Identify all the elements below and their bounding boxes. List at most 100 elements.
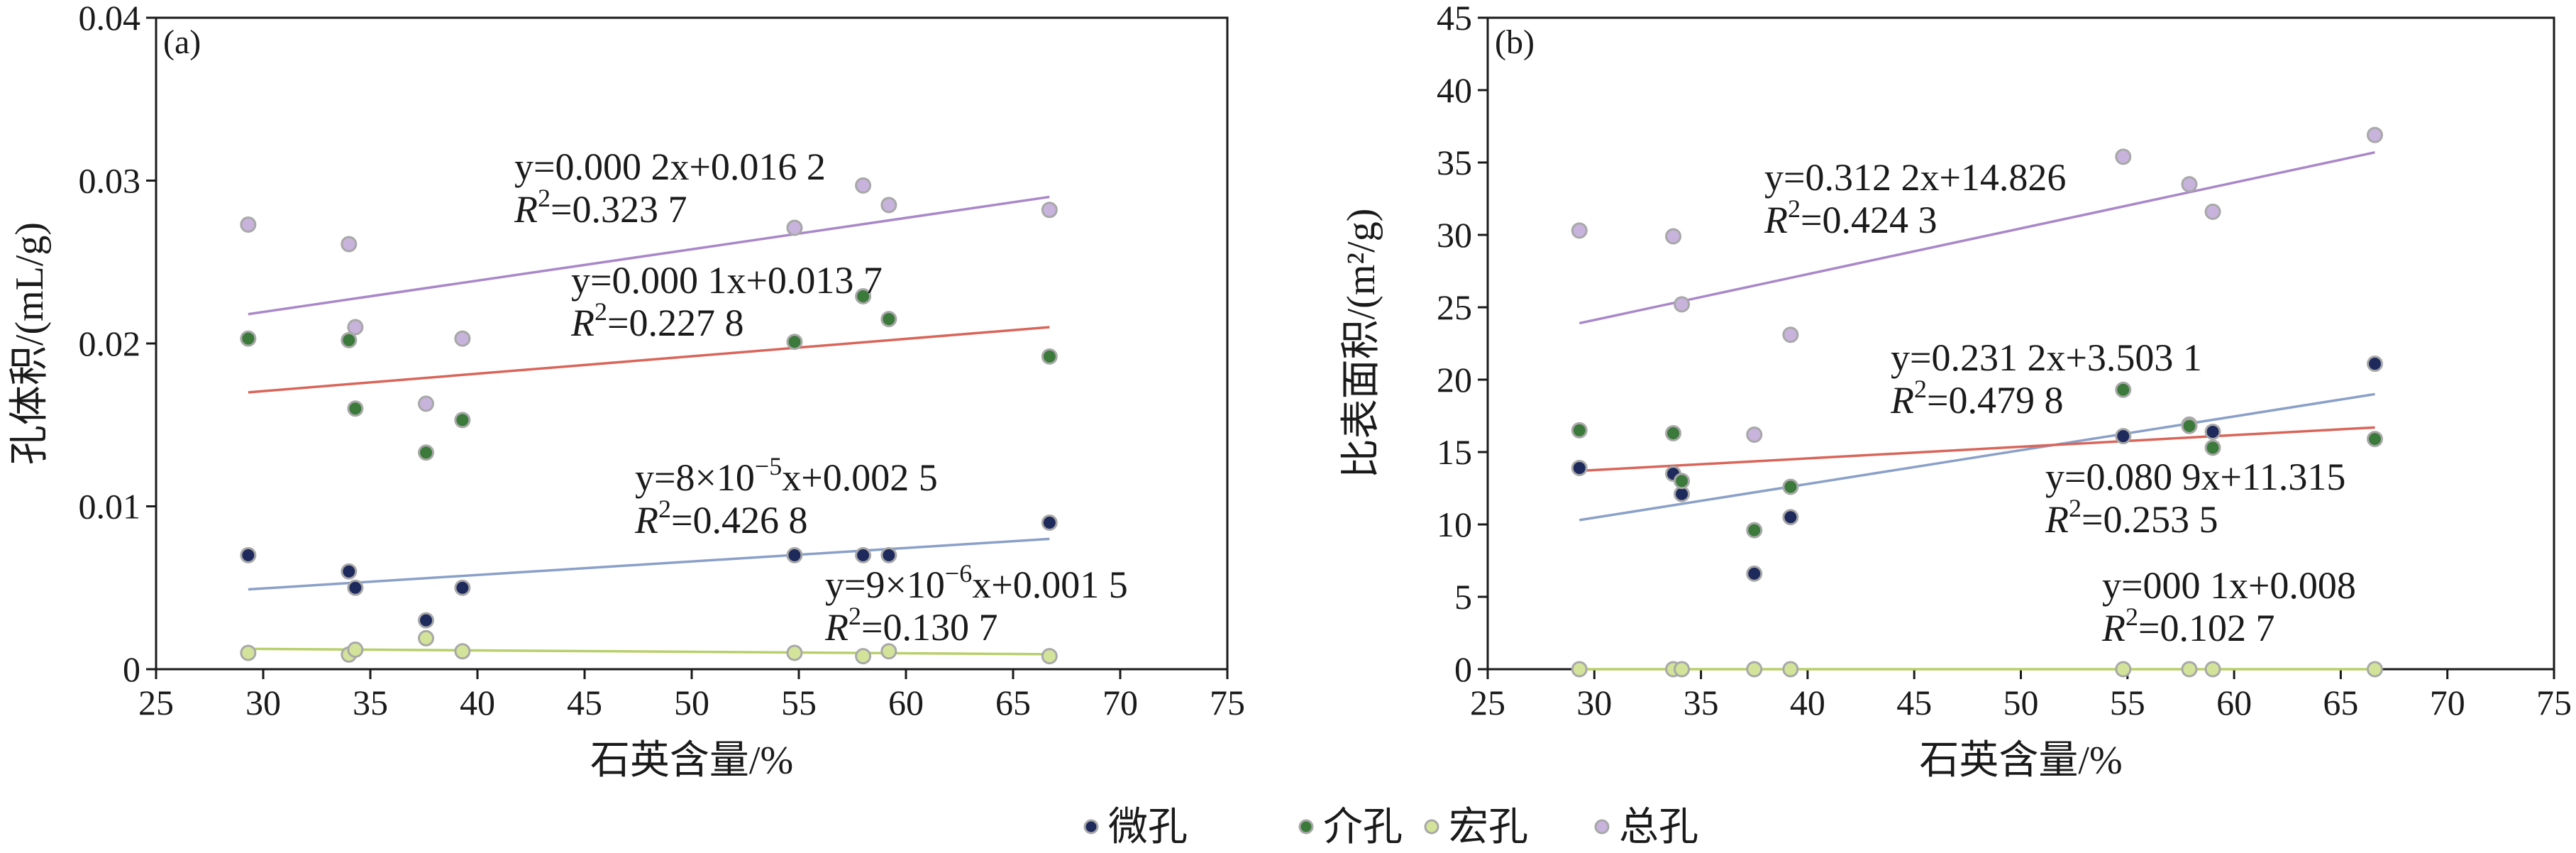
data-point	[1665, 228, 1682, 245]
x-tick-label: 35	[353, 683, 388, 722]
chart-panel-a: (a) 25 30 35 40 45 50 55 60 65 70 75 0 0.01 0.02 0.03 0.…	[8, 0, 1245, 783]
data-point	[855, 177, 872, 194]
x-tick-label: 65	[995, 683, 1031, 722]
r2-value: =0.130 7	[861, 606, 997, 649]
fit-line-0	[248, 537, 1050, 591]
x-tick-label: 30	[1576, 683, 1612, 722]
y-tick-label: 15	[1437, 432, 1472, 472]
r2-exponent: 2	[1914, 375, 1927, 403]
r2-value: =0.323 7	[551, 188, 687, 231]
y-tick-label: 0.01	[79, 487, 141, 527]
y-tick-label: 40	[1437, 70, 1472, 110]
x-tick-label: 75	[1210, 683, 1245, 722]
data-point	[1746, 565, 1763, 582]
panel-label: (b)	[1495, 23, 1535, 61]
fit-equation: y=0.000 2x+0.016 2	[514, 145, 826, 188]
data-point	[2204, 439, 2221, 456]
y-tick-label: 25	[1437, 287, 1472, 327]
y-tick-label: 0	[1454, 649, 1472, 689]
r2-symbol: R	[634, 499, 658, 541]
y-tick-label: 0.02	[79, 324, 141, 363]
data-point	[454, 579, 471, 596]
fit-equation: y=9×10−6x+0.001 5	[825, 559, 1128, 606]
data-point	[1041, 348, 1058, 365]
r2-value: =0.424 3	[1801, 199, 1937, 241]
y-tick-label: 0.03	[79, 161, 141, 201]
x-tick-label: 70	[2430, 683, 2465, 722]
fit-line-2	[248, 647, 1050, 656]
legend: 微孔 介孔 宏孔 总孔	[1083, 805, 1698, 849]
r2-exponent: 2	[538, 184, 551, 212]
data-point	[880, 197, 897, 214]
x-tick-label: 60	[2216, 683, 2252, 722]
r2-symbol: R	[1764, 199, 1788, 241]
data-point	[1571, 459, 1588, 476]
data-point	[347, 641, 364, 658]
fit-equation-exponent: −6	[945, 559, 972, 588]
data-point	[2366, 126, 2383, 143]
r2-exponent: 2	[658, 495, 671, 523]
data-point	[880, 643, 897, 660]
x-tick-label: 70	[1102, 683, 1138, 722]
x-tick-label: 35	[1684, 683, 1719, 722]
r2-symbol: R	[1890, 379, 1914, 422]
data-point	[1782, 326, 1799, 343]
fit-equation-exponent: −5	[755, 452, 782, 480]
data-point	[1041, 202, 1058, 219]
data-point	[855, 546, 872, 563]
x-axis-title: 石英含量/%	[1919, 739, 2122, 783]
data-point	[2115, 428, 2132, 445]
r2-value: =0.426 8	[671, 499, 807, 541]
r2-symbol: R	[824, 606, 848, 649]
legend-label: 宏孔	[1449, 805, 1528, 849]
fit-equation-text: y=8×10	[635, 456, 755, 499]
data-point	[2115, 148, 2132, 165]
chart-panel-b: (b) 25 30 35 40 45 50 55 60 65 70 75 0 5 10 15 20 25 30 35 4…	[1339, 0, 2572, 783]
fit-equation-text: y=9×10	[825, 563, 945, 606]
r2-symbol: R	[514, 188, 538, 231]
y-tick-label: 10	[1437, 505, 1472, 544]
x-tick-label: 50	[674, 683, 709, 722]
fit-equation-text: y=0.312 2x+14.826	[1764, 156, 2066, 199]
panel-label: (a)	[163, 23, 201, 61]
data-point	[1674, 296, 1691, 313]
data-point	[2181, 176, 2198, 193]
data-point	[1041, 648, 1058, 665]
x-tick-label: 50	[2003, 683, 2039, 722]
x-axis-title: 石英含量/%	[590, 739, 793, 783]
fit-r2: R2=0.479 8	[1890, 375, 2063, 422]
data-point	[786, 644, 803, 661]
legend-label: 总孔	[1619, 805, 1698, 849]
legend-marker	[1298, 819, 1314, 835]
x-tick-label: 55	[2110, 683, 2145, 722]
data-point	[1571, 661, 1588, 678]
x-tick-label: 45	[567, 683, 602, 722]
data-point	[880, 311, 897, 328]
fit-equation: y=0.000 1x+0.013 7	[571, 259, 883, 302]
fit-r2: R2=0.424 3	[1764, 194, 1937, 241]
data-point	[786, 546, 803, 563]
fit-r2: R2=0.130 7	[824, 602, 997, 649]
x-tick-label: 25	[1470, 683, 1505, 722]
fit-line-3	[248, 195, 1050, 316]
data-point	[1782, 661, 1799, 678]
fit-equation-text: x+0.002 5	[782, 456, 937, 499]
data-point	[454, 330, 471, 347]
data-point	[2366, 661, 2383, 678]
data-point	[2366, 431, 2383, 448]
r2-symbol: R	[2101, 607, 2126, 649]
fit-r2: R2=0.253 5	[2045, 494, 2218, 541]
data-point	[1571, 222, 1588, 239]
data-point	[418, 444, 435, 461]
y-tick-label: 35	[1437, 143, 1472, 182]
data-point	[2181, 417, 2198, 434]
data-point	[240, 546, 257, 563]
data-point	[1665, 424, 1682, 441]
data-point	[2366, 356, 2383, 373]
data-point	[240, 644, 257, 661]
x-tick-label: 45	[1896, 683, 1932, 722]
data-point	[240, 216, 257, 233]
r2-exponent: 2	[2126, 602, 2138, 631]
data-point	[2204, 203, 2221, 220]
fit-equation-text: y=0.080 9x+11.315	[2045, 456, 2345, 498]
